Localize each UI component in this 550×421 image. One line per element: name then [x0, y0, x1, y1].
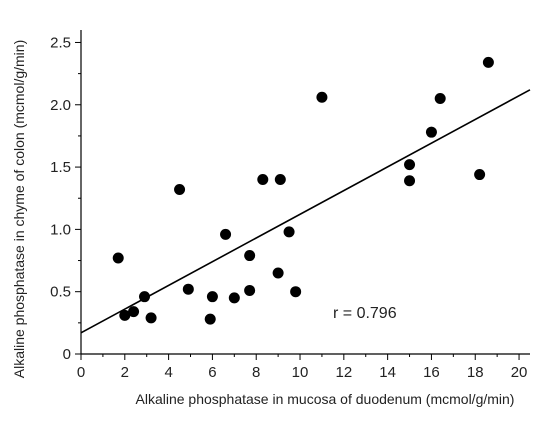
data-point	[290, 286, 302, 298]
data-point	[174, 184, 186, 196]
regression-line	[80, 89, 531, 334]
data-point	[204, 313, 216, 325]
data-point	[228, 292, 240, 304]
x-tick-label: 6	[208, 364, 216, 381]
y-tick-label: 0	[63, 346, 71, 363]
x-tick-label: 8	[252, 364, 260, 381]
data-point	[128, 306, 140, 318]
data-point	[220, 228, 232, 240]
x-tick-label: 16	[423, 364, 440, 381]
data-point	[112, 252, 124, 264]
data-point	[283, 226, 295, 238]
x-tick-label: 20	[511, 364, 528, 381]
x-tick-label: 2	[121, 364, 129, 381]
y-tick-label: 0.5	[50, 284, 71, 301]
x-tick-label: 0	[77, 364, 85, 381]
data-point	[474, 169, 486, 181]
correlation-annotation: r = 0.796	[333, 305, 397, 322]
data-point	[145, 312, 157, 324]
data-point	[206, 291, 218, 303]
data-point	[272, 267, 284, 279]
data-points	[112, 56, 494, 325]
x-tick-label: 4	[164, 364, 172, 381]
axes: 0 2 4 6 8 10 12 14 16 18 20 0 0.5 1.0 1.5 2.0 2.5	[50, 30, 530, 381]
data-point	[244, 284, 256, 296]
x-tick-label: 12	[335, 364, 352, 381]
data-point	[244, 250, 256, 262]
y-tick-label: 1.0	[50, 221, 71, 238]
x-tick-label: 18	[467, 364, 484, 381]
data-point	[119, 309, 131, 321]
data-point	[404, 159, 416, 171]
data-point	[482, 56, 494, 68]
data-point	[182, 283, 194, 295]
data-point	[404, 175, 416, 187]
y-axis-title: Alkaline phosphatase in chyme of colon (…	[11, 40, 27, 379]
x-tick-label: 14	[379, 364, 396, 381]
x-axis-title: Alkaline phosphatase in mucosa of duoden…	[136, 391, 515, 407]
data-point	[425, 126, 437, 138]
data-point	[274, 174, 286, 186]
data-point	[257, 174, 269, 186]
y-tick-label: 2.5	[50, 34, 71, 51]
data-point	[316, 91, 328, 103]
y-tick-label: 2.0	[50, 97, 71, 114]
x-tick-label: 10	[292, 364, 309, 381]
data-point	[434, 93, 446, 105]
y-tick-label: 1.5	[50, 159, 71, 176]
